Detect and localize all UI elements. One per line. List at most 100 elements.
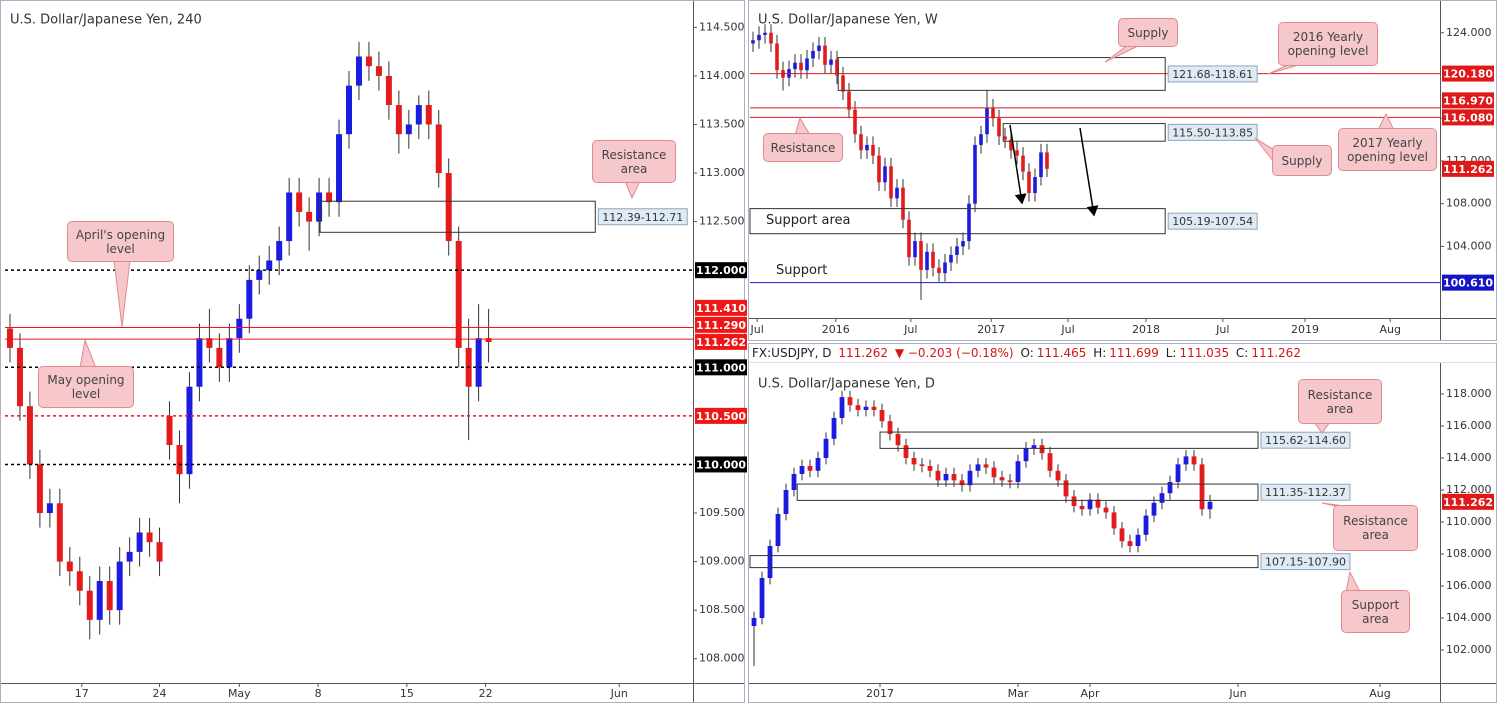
candle-body (807, 465, 813, 471)
candle-body (775, 513, 781, 547)
price-label: 111.262 (1443, 163, 1493, 176)
price-label: 116.080 (1443, 111, 1493, 124)
y-tick-label: 108.000 (1446, 197, 1492, 210)
price-label: 111.000 (696, 361, 746, 374)
y-tick-label: 113.000 (699, 166, 745, 179)
candle-body (1167, 481, 1173, 494)
candle-body (895, 187, 899, 199)
candle-body (106, 581, 113, 611)
y-tick-label: 102.000 (1446, 643, 1492, 656)
zone (749, 208, 1166, 235)
candle-body (445, 173, 452, 242)
candle-body (1033, 176, 1037, 194)
candle-body (951, 473, 957, 481)
candle-body (913, 241, 917, 258)
candle-body (1119, 528, 1125, 542)
callout: 2016 Yearly opening level (1278, 22, 1378, 66)
candle-body (316, 192, 323, 222)
y-tick-label: 114.500 (699, 20, 745, 33)
candle-body (817, 45, 821, 51)
candle-body (166, 415, 173, 446)
candle-body (839, 397, 845, 418)
candle-body (959, 480, 965, 486)
candle-body (415, 105, 422, 125)
price-label-box (695, 456, 747, 473)
zone-label-box (1260, 553, 1351, 571)
candle-body (879, 409, 885, 422)
candle-body (991, 467, 997, 478)
candle-body (775, 43, 779, 71)
zone-label-box (597, 208, 688, 226)
candle-body (1199, 464, 1205, 510)
candle-body (236, 318, 243, 339)
candle-body (435, 124, 442, 174)
price-label-box (695, 262, 747, 279)
candle-body (1063, 480, 1069, 497)
candle-body (76, 571, 83, 591)
y-tick-label: 108.000 (699, 652, 745, 665)
candle-body (759, 578, 765, 619)
candle-body (831, 417, 837, 439)
price-label: 111.262 (696, 336, 746, 349)
candle-body (937, 267, 941, 274)
candle-body (375, 66, 382, 76)
price-label: 111.410 (696, 302, 746, 315)
price-label: 100.610 (1443, 277, 1493, 290)
change: ▼ −0.203 (−0.18%) (894, 346, 1014, 360)
candle-body (186, 386, 193, 475)
x-tick-label: 24 (153, 687, 167, 700)
candle-body (999, 477, 1005, 481)
candle-body (96, 581, 103, 620)
candle-body (1071, 496, 1077, 506)
candle-body (847, 397, 853, 406)
candle-body (336, 134, 343, 203)
candle-body (176, 445, 183, 475)
price-label-box (1442, 92, 1494, 109)
candle-body (983, 464, 989, 468)
candle-body (793, 62, 797, 70)
y-tick-label: 109.500 (699, 506, 745, 519)
candle-body (385, 75, 392, 106)
y-tick-label: 104.000 (1446, 611, 1492, 624)
candle-body (877, 155, 881, 183)
candle-body (475, 338, 482, 387)
candle-body (485, 338, 492, 343)
x-tick-label: Jul (1215, 323, 1229, 336)
candle-body (156, 542, 163, 562)
y-tick-label: 113.500 (699, 117, 745, 130)
candle-body (246, 279, 253, 319)
zone-label-box (1167, 212, 1258, 230)
x-tick-label: Aug (1379, 323, 1400, 336)
y-tick-label: 114.000 (699, 69, 745, 82)
candle-body (901, 187, 905, 220)
candle-body (196, 338, 203, 387)
candle-body (286, 192, 293, 242)
symbol-header: FX:USDJPY, D 111.262 ▼ −0.203 (−0.18%) O… (752, 345, 1304, 361)
callout: 2017 Yearly opening level (1338, 128, 1437, 171)
price-label: 110.500 (696, 410, 746, 423)
y-tick-label: 124.000 (1446, 26, 1492, 39)
candle-body (865, 144, 869, 151)
zone-label: 111.35-112.37 (1265, 486, 1346, 499)
candle-body (365, 56, 372, 67)
candle-body (961, 241, 965, 247)
x-tick-label: Mar (1008, 687, 1029, 700)
candle-body (1183, 456, 1189, 465)
candle-body (815, 457, 821, 471)
price-label-box (695, 333, 747, 350)
candle-body (455, 241, 462, 348)
price-label-box (695, 299, 747, 316)
candle-body (276, 241, 283, 261)
candle-body (1015, 461, 1021, 482)
candle-body (1159, 493, 1165, 503)
candle-body (973, 144, 977, 204)
ohlc-key: O: (1020, 346, 1034, 360)
candle-body (256, 270, 263, 280)
x-tick-label: 2018 (1132, 323, 1160, 336)
level-text: Support (776, 263, 828, 278)
candle-body (326, 192, 333, 203)
zone-label: 115.50-113.85 (1172, 126, 1253, 139)
candle-body (811, 50, 815, 59)
candle-body (1151, 502, 1157, 516)
candle-body (967, 470, 973, 486)
